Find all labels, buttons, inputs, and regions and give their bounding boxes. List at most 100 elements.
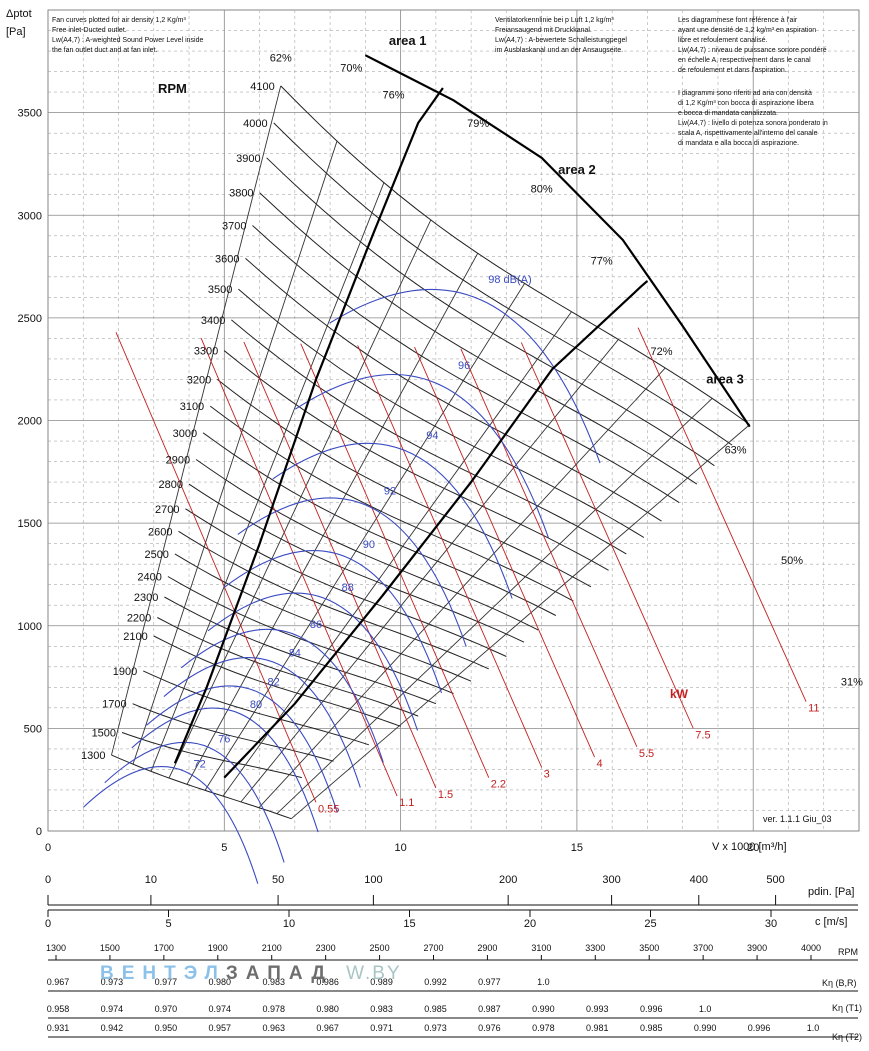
k-value: 0.974	[209, 1004, 232, 1014]
pdin-tick-label: 200	[499, 874, 517, 886]
note-it-line: I diagrammi sono riferiti ad aria con de…	[678, 90, 812, 97]
note-it-line: e bocca di mandata canalizzata.	[678, 110, 778, 117]
rpm-curve	[202, 432, 557, 616]
rpm-tick-label: 2300	[316, 943, 336, 953]
k-value: 0.990	[532, 1004, 555, 1014]
velocity-tick-label: 15	[403, 918, 415, 930]
power-line	[357, 345, 543, 768]
rpm-curve-label: 3800	[229, 188, 253, 200]
power-line	[243, 341, 437, 789]
x-tick-label: 0	[45, 842, 51, 854]
rpm-curve	[142, 670, 370, 746]
rpm-curve	[178, 530, 490, 670]
velocity-scale-label: c [m/s]	[815, 916, 847, 928]
power-label: 2.2	[491, 779, 506, 791]
rpm-curve	[188, 483, 525, 643]
y-axis-symbol: Δptot	[6, 8, 32, 20]
x-axis-label: V x 1000 [m³/h]	[712, 841, 787, 853]
x-tick-label: 10	[394, 842, 406, 854]
power-line	[300, 343, 490, 778]
secondary-scales: 0 10 50 100 200 300 400 500 0 5 10 15 20 25 30 1300 1500…	[45, 874, 858, 1038]
power-label: 7.5	[695, 729, 710, 741]
note-en-line: the fan outlet duct and at fan inlet.	[52, 47, 158, 54]
sound-level-label: 86	[310, 619, 322, 631]
sound-curve	[223, 550, 443, 694]
power-line	[414, 346, 595, 758]
rpm-curve-label: 2300	[134, 592, 158, 604]
rpm-curve	[266, 157, 715, 467]
k-value: 0.970	[155, 1004, 178, 1014]
sound-level-label: 98 dB(A)	[488, 274, 531, 286]
velocity-tick-label: 0	[45, 918, 51, 930]
rpm-curve-label: 2700	[155, 504, 179, 516]
k-value: 0.980	[209, 977, 232, 987]
rpm-tick-label: 2100	[262, 943, 282, 953]
sound-level-label: 76	[218, 734, 230, 746]
efficiency-line	[150, 182, 385, 772]
rpm-tick-label: 1500	[100, 943, 120, 953]
chart-grid	[47, 9, 860, 832]
y-tick-label: 2500	[18, 313, 42, 325]
efficiency-label: 62%	[270, 52, 292, 64]
k-value: 0.967	[316, 1023, 339, 1033]
y-tick-label: 1500	[18, 518, 42, 530]
rpm-tick-label: 3500	[639, 943, 659, 953]
k-value: 0.974	[101, 1004, 124, 1014]
rpm-tick-label: 1700	[154, 943, 174, 953]
rpm-curve-label: 3400	[201, 315, 225, 327]
k-value: 0.971	[370, 1023, 393, 1033]
area-label: area 2	[558, 162, 596, 177]
velocity-tick-label: 25	[644, 918, 656, 930]
y-tick-label: 500	[24, 723, 42, 735]
version-label: ver. 1.1.1 Giu_03	[763, 814, 832, 824]
sound-curve	[163, 657, 361, 788]
sound-level-label: 72	[193, 758, 205, 770]
sound-curve	[272, 442, 513, 599]
rpm-tick-label: 2900	[477, 943, 497, 953]
rpm-curve-label: 3000	[173, 428, 197, 440]
rpm-curve-label: 3500	[208, 284, 232, 296]
k-value: 0.977	[155, 977, 178, 987]
sound-level-label: 88	[342, 582, 354, 594]
k-value: 0.989	[370, 977, 393, 987]
notes-en: Fan curves plotted for air density 1,2 K…	[52, 17, 203, 54]
power-label: 1.1	[399, 797, 414, 809]
note-fr-line: de refoulement et dans l'aspiration.	[678, 67, 787, 74]
k-value: 0.983	[262, 977, 285, 987]
sound-curve	[207, 592, 419, 731]
note-de-line: Lw(A4,7) : A-bewertete Schalleistungpege…	[495, 37, 627, 44]
k-value: 0.986	[316, 977, 339, 987]
k-value: 0.985	[640, 1023, 663, 1033]
efficiency-line	[111, 85, 282, 756]
rpm-curve	[121, 732, 303, 779]
y-tick-label: 3000	[18, 210, 42, 222]
sound-curve	[295, 374, 550, 539]
rpm-curve-label: 2800	[159, 479, 183, 491]
pdin-tick-label: 500	[766, 874, 784, 886]
k-value: 0.963	[262, 1023, 285, 1033]
note-de-line: im Ausblaskanal und an der Ansaugseite.	[495, 47, 623, 54]
rpm-curve-label: 3600	[215, 253, 239, 265]
sound-curve	[82, 766, 259, 884]
rpm-curve-label: 2400	[137, 571, 161, 583]
pdin-tick-label: 100	[364, 874, 382, 886]
efficiency-label: 77%	[591, 256, 613, 268]
k-value: 1.0	[807, 1023, 820, 1033]
efficiency-line	[276, 398, 713, 815]
k-value: 0.980	[316, 1004, 339, 1014]
rpm-curve-label: 3100	[180, 401, 204, 413]
sound-level-label: 92	[384, 485, 396, 497]
notes-it: I diagrammi sono riferiti ad aria con de…	[678, 90, 828, 147]
watermark-brand-second: ЗАПАД	[225, 963, 333, 984]
efficiency-label: 70%	[340, 63, 362, 75]
efficiency-label: 63%	[725, 444, 747, 456]
note-fr-line: Les diagrammese font référence à l'air	[678, 17, 798, 24]
area-label: area 1	[389, 33, 427, 48]
y-tick-label: 3500	[18, 108, 42, 120]
note-fr-line: Lw(A4,7) : niveau de puissance sonore po…	[678, 47, 827, 54]
note-en-line: Fan curves plotted for air density 1,2 K…	[52, 17, 187, 24]
efficiency-label: 31%	[841, 676, 863, 688]
rpm-curve	[231, 319, 627, 555]
rpm-tick-label: 2500	[370, 943, 390, 953]
